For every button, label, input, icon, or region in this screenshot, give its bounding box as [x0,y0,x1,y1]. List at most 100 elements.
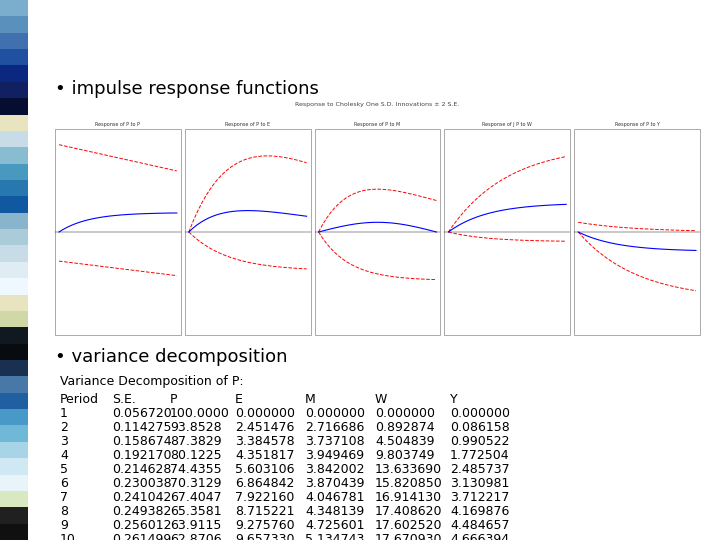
Bar [0,262,28,278]
Text: 8: 8 [60,505,68,518]
Text: 4.348139: 4.348139 [305,505,364,518]
Text: 3: 3 [60,435,68,448]
Text: 4.504839: 4.504839 [375,435,434,448]
Bar [0,507,28,524]
Text: 17.408620: 17.408620 [375,505,443,518]
Text: 67.4047: 67.4047 [170,491,222,504]
Text: 0.000000: 0.000000 [450,407,510,420]
Text: 0.230038: 0.230038 [112,477,171,490]
Text: 62.8706: 62.8706 [170,533,222,540]
Text: • impulse response functions: • impulse response functions [55,80,319,98]
Bar [0,426,28,442]
Text: 13.633690: 13.633690 [375,463,442,476]
Bar [0,213,28,229]
Bar [0,278,28,294]
Text: 4.725601: 4.725601 [305,519,364,532]
Bar [0,0,28,16]
Text: 0.000000: 0.000000 [235,407,295,420]
Text: Variance Decomposition of P:: Variance Decomposition of P: [60,375,243,388]
Text: 6.864842: 6.864842 [235,477,294,490]
Text: E: E [235,393,243,406]
Text: 8.715221: 8.715221 [235,505,294,518]
Text: Response of J P to W: Response of J P to W [482,122,532,127]
Bar [0,360,28,376]
Text: 0.114275: 0.114275 [112,421,171,434]
Bar [0,82,28,98]
Text: P: P [170,393,178,406]
Text: 2.485737: 2.485737 [450,463,510,476]
Text: Response of P to P: Response of P to P [96,122,140,127]
Text: 9.657330: 9.657330 [235,533,294,540]
Text: 3.384578: 3.384578 [235,435,294,448]
Text: 0.261499: 0.261499 [112,533,171,540]
Text: 0.086158: 0.086158 [450,421,510,434]
Bar [0,475,28,491]
Text: 0.214628: 0.214628 [112,463,171,476]
Text: 10: 10 [60,533,76,540]
Text: M: M [305,393,316,406]
Text: 17.602520: 17.602520 [375,519,443,532]
Text: 74.4355: 74.4355 [170,463,222,476]
Text: W: W [375,393,387,406]
Text: 1: 1 [60,407,68,420]
Bar [0,164,28,180]
Bar [0,197,28,213]
Text: 16.914130: 16.914130 [375,491,442,504]
Text: 0.056720: 0.056720 [112,407,172,420]
Bar [0,98,28,114]
Text: Response of P to M: Response of P to M [354,122,400,127]
Text: Response to Cholesky One S.D. Innovations ± 2 S.E.: Response to Cholesky One S.D. Innovation… [295,102,459,107]
Text: Period: Period [60,393,99,406]
Bar [0,131,28,147]
Text: • variance decomposition: • variance decomposition [55,348,287,366]
Text: 0.256012: 0.256012 [112,519,171,532]
Text: 5.603106: 5.603106 [235,463,294,476]
Bar [0,49,28,65]
Text: 7: 7 [60,491,68,504]
Text: 70.3129: 70.3129 [170,477,222,490]
Text: 0.892874: 0.892874 [375,421,435,434]
Bar [0,524,28,540]
Text: 3.949469: 3.949469 [305,449,364,462]
Text: 87.3829: 87.3829 [170,435,222,448]
Text: 0.000000: 0.000000 [375,407,435,420]
Text: 7.922160: 7.922160 [235,491,294,504]
Bar [0,458,28,475]
Text: 4.484657: 4.484657 [450,519,510,532]
Text: 5.134743: 5.134743 [305,533,364,540]
Bar [0,294,28,311]
Bar [575,129,700,335]
Text: 9.803749: 9.803749 [375,449,434,462]
Text: 3.737108: 3.737108 [305,435,364,448]
Text: 17.670930: 17.670930 [375,533,443,540]
Text: 2.716686: 2.716686 [305,421,364,434]
Bar [0,491,28,507]
Text: 63.9115: 63.9115 [170,519,221,532]
Text: 0.990522: 0.990522 [450,435,510,448]
Text: 0.192170: 0.192170 [112,449,171,462]
Bar [0,409,28,426]
Text: 4.666394: 4.666394 [450,533,509,540]
Text: S.E.: S.E. [112,393,136,406]
Text: 4.351817: 4.351817 [235,449,294,462]
Text: 3.842002: 3.842002 [305,463,364,476]
Text: 9: 9 [60,519,68,532]
Bar [315,129,441,335]
Text: 3.870439: 3.870439 [305,477,364,490]
Text: 93.8528: 93.8528 [170,421,222,434]
Bar [444,129,570,335]
Bar [0,327,28,343]
Text: 3.712217: 3.712217 [450,491,509,504]
Text: 9.275760: 9.275760 [235,519,294,532]
Bar [0,180,28,197]
Text: 15.820850: 15.820850 [375,477,443,490]
Text: 80.1225: 80.1225 [170,449,222,462]
Bar [0,114,28,131]
Bar [0,442,28,458]
Text: 65.3581: 65.3581 [170,505,222,518]
Bar [0,343,28,360]
Bar [0,33,28,49]
Text: Response of P to Y: Response of P to Y [615,122,660,127]
Text: 4.169876: 4.169876 [450,505,509,518]
Bar [0,147,28,164]
